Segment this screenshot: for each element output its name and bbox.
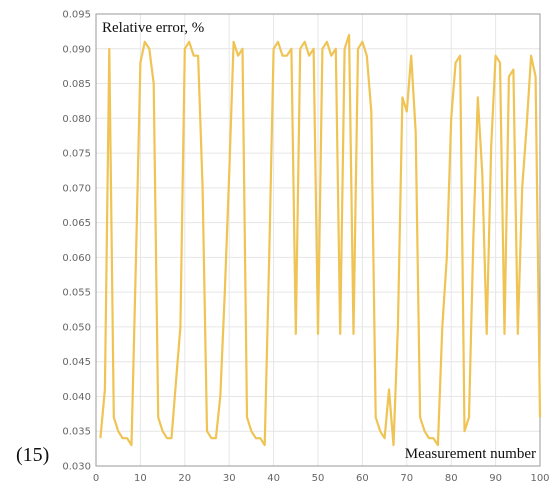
x-tick-label: 60 — [356, 473, 369, 484]
y-tick-label: 0.040 — [62, 392, 91, 403]
y-tick-label: 0.090 — [62, 44, 91, 55]
x-tick-label: 0 — [93, 473, 99, 484]
x-tick-label: 10 — [134, 473, 147, 484]
x-tick-label: 90 — [489, 473, 502, 484]
y-axis-ticks: 0.030 0.035 0.040 0.045 0.050 0.055 0.060 0.065… — [62, 10, 91, 473]
y-tick-label: 0.070 — [62, 183, 91, 194]
plot-frame — [95, 13, 541, 467]
y-tick-label: 0.085 — [62, 79, 91, 90]
series-line — [99, 33, 542, 447]
y-tick-label: 0.080 — [62, 114, 91, 125]
x-tick-label: 30 — [223, 473, 236, 484]
y-tick-label: 0.075 — [62, 149, 91, 160]
x-tick-label: 20 — [178, 473, 191, 484]
y-tick-label: 0.095 — [62, 10, 91, 21]
x-axis-label: Measurement number — [405, 446, 536, 462]
x-tick-label: 50 — [312, 473, 325, 484]
y-tick-label: 0.030 — [62, 462, 91, 473]
y-tick-label: 0.060 — [62, 253, 91, 264]
x-tick-label: 40 — [267, 473, 280, 484]
x-tick-label: 70 — [400, 473, 413, 484]
y-tick-label: 0.055 — [62, 288, 91, 299]
figure-number: (15) — [16, 444, 50, 466]
x-tick-label: 100 — [530, 473, 549, 484]
y-tick-label: 0.035 — [62, 427, 91, 438]
y-tick-label: 0.045 — [62, 357, 91, 368]
y-tick-label: 0.065 — [62, 218, 91, 229]
chart-title: Relative error, % — [102, 20, 204, 36]
y-tick-label: 0.050 — [62, 322, 91, 333]
x-axis-ticks: 0 10 20 30 40 50 60 70 80 90 100 — [93, 473, 550, 484]
x-tick-label: 80 — [445, 473, 458, 484]
